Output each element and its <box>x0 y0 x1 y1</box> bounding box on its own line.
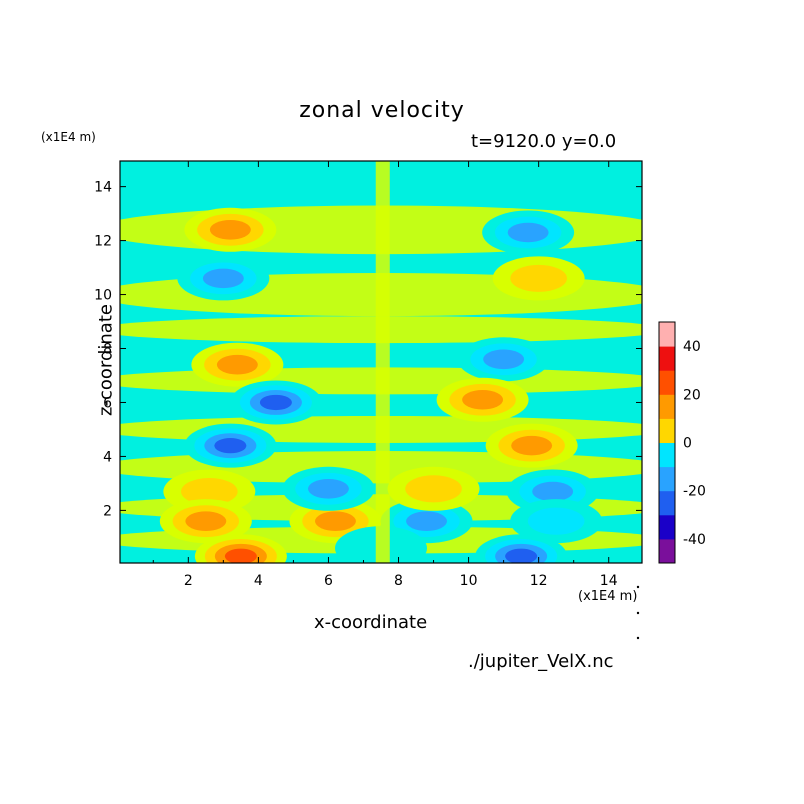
y-tick-label: 12 <box>94 234 112 250</box>
y-tick-label: 14 <box>94 180 112 196</box>
contour-ring <box>511 435 553 456</box>
contour-ring <box>216 354 258 375</box>
colorbar-swatch <box>659 442 675 468</box>
x-axis-label: x-coordinate <box>314 612 428 633</box>
corner-marks <box>636 585 640 640</box>
chart-title: zonal velocity <box>299 98 465 123</box>
colorbar-tick-label: -40 <box>683 532 706 548</box>
colorbar-swatch <box>659 490 675 516</box>
contour-ring <box>483 349 525 370</box>
y-tick-label: 6 <box>103 395 112 411</box>
y-axis: 2 4 6 8 10 12 14 <box>94 180 642 519</box>
contour-ring <box>308 479 349 499</box>
colorbar-frame <box>658 321 676 564</box>
x-tick-label: 8 <box>394 573 403 589</box>
colorbar-swatch <box>659 538 675 564</box>
contour-field <box>120 161 642 563</box>
contour-ring <box>405 475 462 503</box>
contour-ring <box>462 389 504 410</box>
colorbar: -40 -20 0 20 40 <box>658 321 706 564</box>
contour-ring <box>209 220 251 240</box>
dot-mark <box>636 636 640 640</box>
x-tick-label: 4 <box>254 573 263 589</box>
contour-ring <box>202 268 244 289</box>
colorbar-swatch <box>659 514 675 540</box>
contour-ring <box>406 511 447 531</box>
field-seam <box>375 161 390 563</box>
colorbar-swatch <box>659 418 675 443</box>
x-tick-label: 12 <box>530 573 548 589</box>
contour-ring <box>507 222 549 243</box>
contour-ring <box>214 437 247 454</box>
x-tick-label: 6 <box>324 573 333 589</box>
y-tick-label: 2 <box>103 503 112 519</box>
source-filename: ./jupiter_VelX.nc <box>468 651 614 672</box>
x-axis: 2 4 6 8 10 12 14 <box>152 161 618 589</box>
chart-subtitle: t=9120.0 y=0.0 <box>471 131 617 152</box>
y-axis-units: (x1E4 m) <box>41 130 96 144</box>
contour-ring <box>510 264 567 292</box>
contour-ring <box>259 394 292 411</box>
y-tick-label: 10 <box>94 288 112 304</box>
colorbar-tick-label: 0 <box>683 436 692 452</box>
contour-ring <box>505 548 538 563</box>
colorbar-swatch <box>659 370 675 395</box>
contour-ring <box>181 477 238 506</box>
dot-mark <box>636 585 640 589</box>
y-tick-label: 4 <box>103 449 112 465</box>
x-tick-label: 10 <box>460 573 478 589</box>
x-tick-label: 2 <box>184 573 193 589</box>
colorbar-tick-label: 20 <box>683 387 701 403</box>
y-tick-label: 8 <box>103 342 112 358</box>
contour-ring <box>224 548 257 563</box>
colorbar-swatch <box>659 346 675 371</box>
colorbar-tick-label: -20 <box>683 484 706 500</box>
plot-frame <box>119 160 643 564</box>
x-axis-units: (x1E4 m) <box>578 589 638 604</box>
x-tick-label: 14 <box>600 573 618 589</box>
colorbar-swatch <box>659 466 675 492</box>
contour-ring <box>527 507 585 535</box>
contour-ring <box>532 481 574 502</box>
colorbar-swatch <box>659 322 675 347</box>
contour-ring <box>315 511 356 531</box>
colorbar-swatch <box>659 394 675 419</box>
contour-ring <box>185 511 227 531</box>
dot-mark <box>636 611 640 615</box>
colorbar-tick-label: 40 <box>683 339 701 355</box>
